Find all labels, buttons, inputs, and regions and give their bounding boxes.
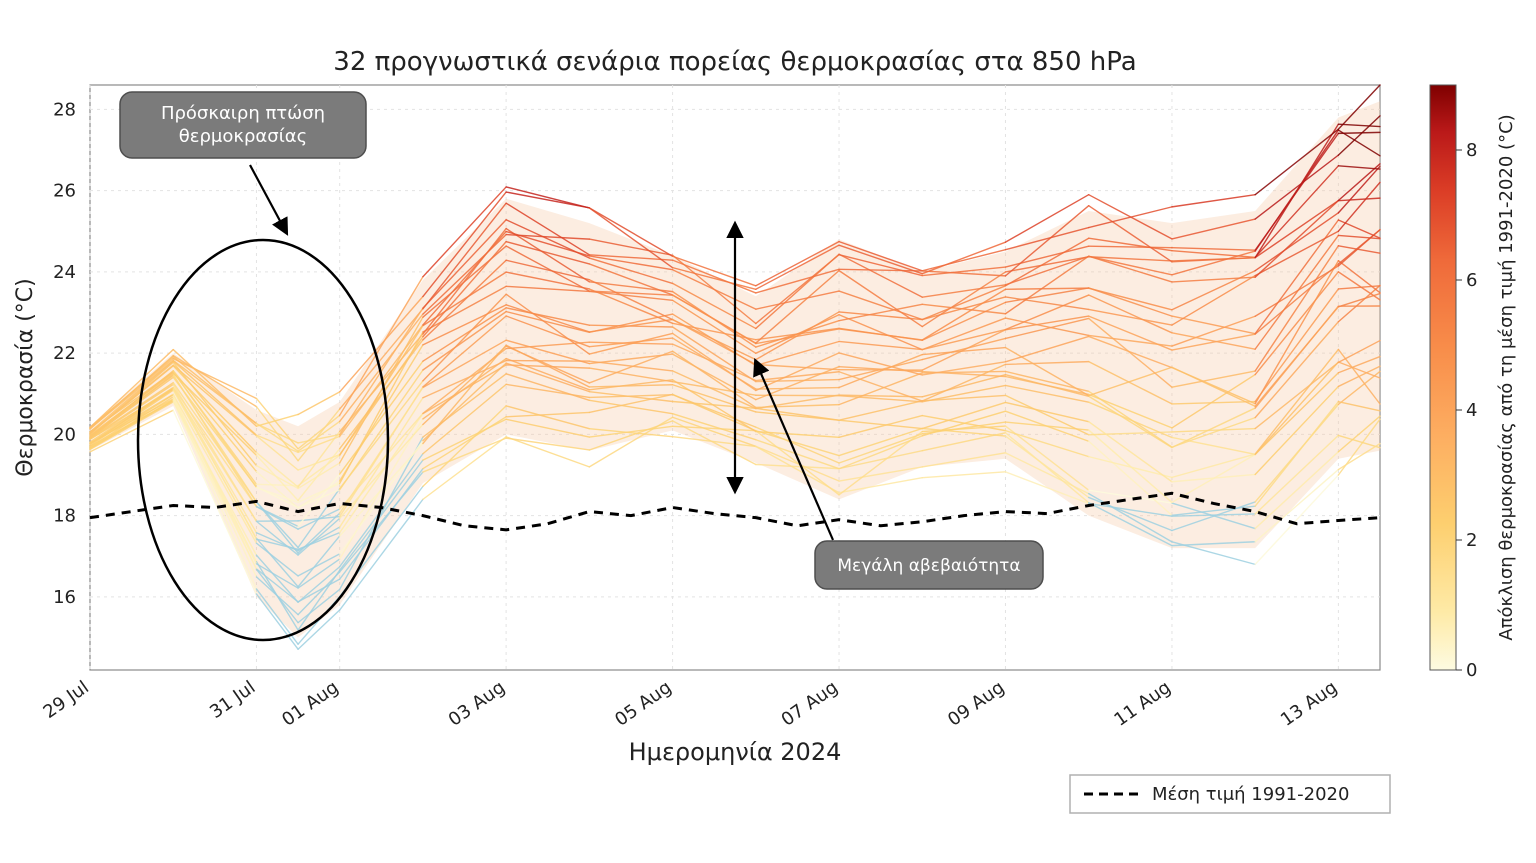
svg-text:8: 8	[1466, 140, 1477, 161]
svg-text:07 Aug: 07 Aug	[778, 677, 842, 731]
svg-text:6: 6	[1466, 270, 1477, 291]
svg-text:29 Jul: 29 Jul	[40, 677, 93, 723]
svg-text:Μέση τιμή 1991-2020: Μέση τιμή 1991-2020	[1152, 784, 1349, 805]
ensemble-forecast-chart: 32 προγνωστικά σενάρια πορείας θερμοκρασ…	[0, 0, 1536, 863]
svg-text:Πρόσκαιρη πτώση: Πρόσκαιρη πτώση	[161, 103, 325, 124]
svg-text:Μεγάλη αβεβαιότητα: Μεγάλη αβεβαιότητα	[837, 556, 1020, 576]
svg-text:05 Aug: 05 Aug	[611, 677, 675, 731]
chart-title: 32 προγνωστικά σενάρια πορείας θερμοκρασ…	[333, 47, 1136, 77]
svg-text:4: 4	[1466, 400, 1477, 421]
svg-text:13 Aug: 13 Aug	[1277, 677, 1341, 731]
svg-text:0: 0	[1466, 660, 1477, 681]
svg-text:31 Jul: 31 Jul	[206, 677, 259, 723]
y-tick-labels: 16 18 20 22 24 26 28	[53, 99, 76, 608]
svg-text:θερμοκρασίας: θερμοκρασίας	[179, 126, 307, 147]
svg-text:01 Aug: 01 Aug	[278, 677, 342, 731]
x-tick-labels: 29 Jul 31 Jul 01 Aug 03 Aug 05 Aug 07 Aug 09 A…	[40, 677, 1342, 731]
svg-text:09 Aug: 09 Aug	[944, 677, 1008, 731]
svg-text:24: 24	[53, 262, 76, 283]
colorbar-label: Απόκλιση θερμοκρασίας από τη μέση τιμή 1…	[1496, 114, 1517, 640]
svg-text:26: 26	[53, 181, 76, 202]
svg-text:22: 22	[53, 343, 76, 364]
svg-text:16: 16	[53, 587, 76, 608]
colorbar-ticks: 0 2 4 6 8	[1456, 140, 1477, 681]
y-axis-label: Θερμοκρασία (°C)	[13, 278, 38, 476]
svg-text:2: 2	[1466, 530, 1477, 551]
svg-text:20: 20	[53, 424, 76, 445]
svg-text:11 Aug: 11 Aug	[1111, 677, 1175, 731]
legend: Μέση τιμή 1991-2020	[1070, 775, 1390, 813]
x-axis-label: Ημερομηνία 2024	[629, 738, 842, 766]
svg-text:18: 18	[53, 506, 76, 527]
colorbar	[1430, 85, 1456, 670]
svg-text:03 Aug: 03 Aug	[445, 677, 509, 731]
svg-text:28: 28	[53, 99, 76, 120]
